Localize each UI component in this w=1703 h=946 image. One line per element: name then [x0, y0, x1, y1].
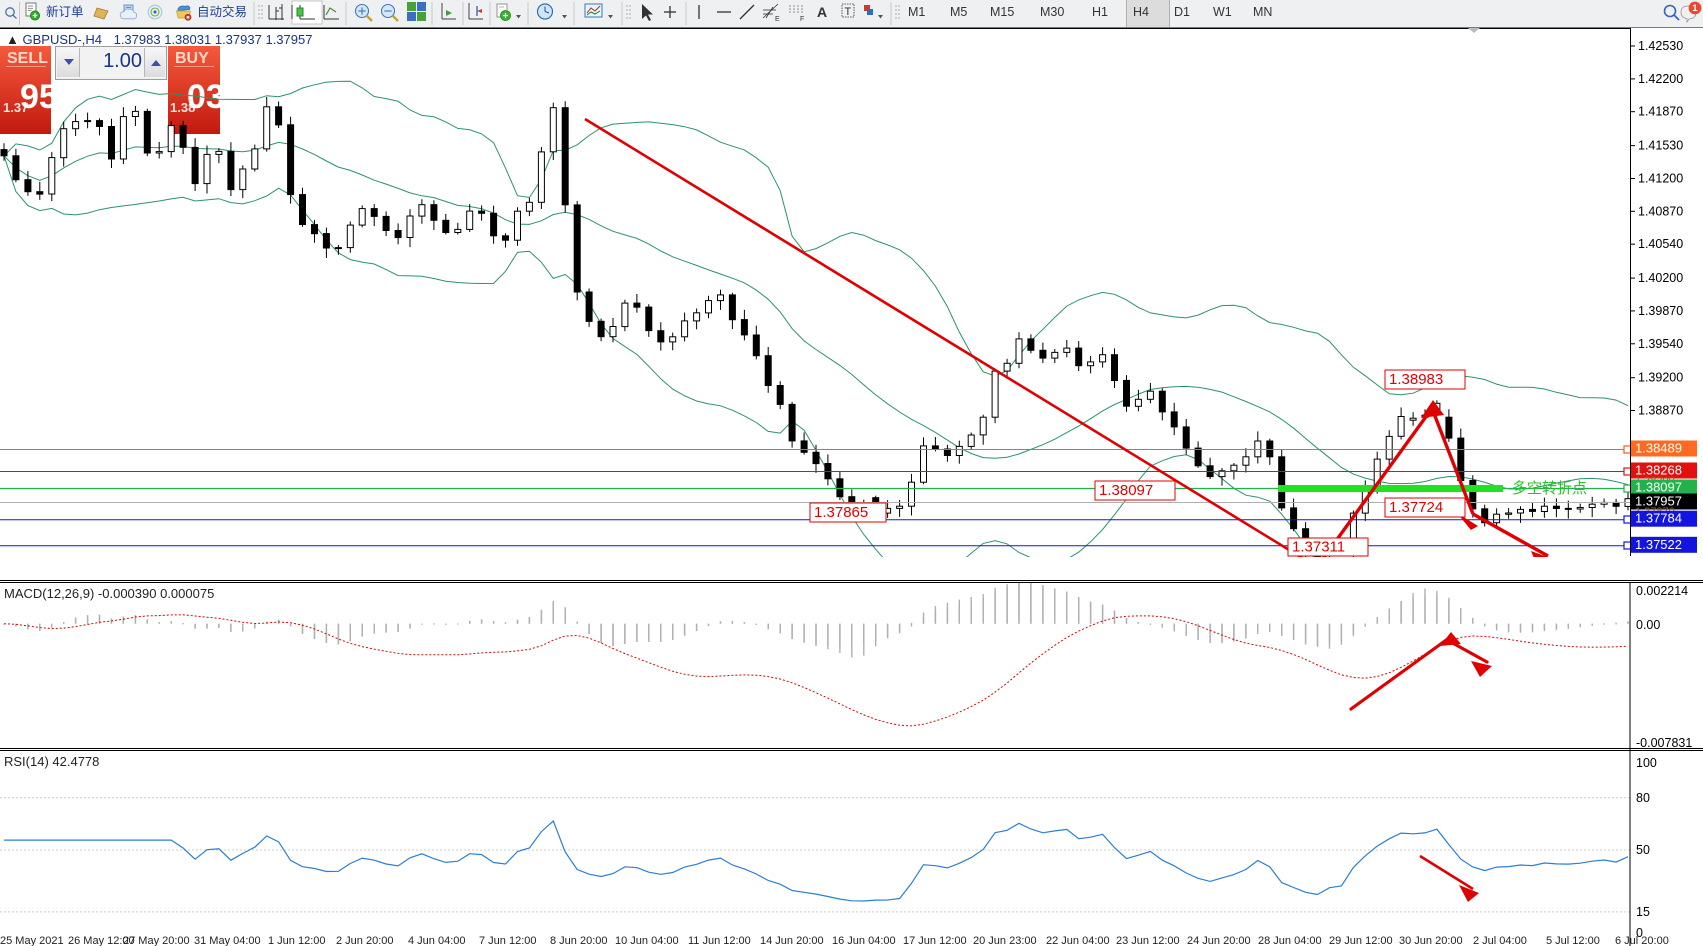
svg-text:1.38097: 1.38097 [1099, 482, 1153, 499]
svg-text:1.38489: 1.38489 [1635, 441, 1682, 456]
svg-text:80: 80 [1636, 791, 1650, 805]
svg-text:22 Jun 04:00: 22 Jun 04:00 [1046, 935, 1110, 946]
svg-text:F: F [800, 16, 804, 23]
svg-text:30 Jun 20:00: 30 Jun 20:00 [1399, 935, 1463, 946]
svg-text:50: 50 [1636, 843, 1650, 857]
svg-text:10 Jun 04:00: 10 Jun 04:00 [615, 935, 679, 946]
svg-text:2 Jun 20:00: 2 Jun 20:00 [336, 935, 394, 946]
svg-text:27 May 20:00: 27 May 20:00 [123, 935, 190, 946]
svg-text:自动交易: 自动交易 [197, 4, 247, 19]
svg-text:A: A [817, 4, 827, 20]
svg-text:17 Jun 12:00: 17 Jun 12:00 [903, 935, 967, 946]
svg-text:1.41200: 1.41200 [1638, 172, 1683, 186]
svg-text:1: 1 [1692, 3, 1698, 14]
svg-text:1.42200: 1.42200 [1638, 72, 1683, 86]
svg-text:新订单: 新订单 [46, 4, 84, 19]
svg-text:1.38983: 1.38983 [1389, 371, 1443, 388]
svg-text:0.002214: 0.002214 [1636, 584, 1688, 598]
svg-text:1.41530: 1.41530 [1638, 139, 1683, 153]
svg-text:1.38097: 1.38097 [1635, 480, 1682, 495]
svg-text:1 Jun 12:00: 1 Jun 12:00 [268, 935, 326, 946]
svg-text:14 Jun 20:00: 14 Jun 20:00 [760, 935, 824, 946]
svg-text:1.40200: 1.40200 [1638, 271, 1683, 285]
svg-text:8 Jun 20:00: 8 Jun 20:00 [550, 935, 608, 946]
svg-text:29 Jun 12:00: 29 Jun 12:00 [1329, 935, 1393, 946]
svg-text:1.41870: 1.41870 [1638, 105, 1683, 119]
svg-text:1.39870: 1.39870 [1638, 304, 1683, 318]
svg-text:100: 100 [1636, 756, 1657, 770]
svg-text:23 Jun 12:00: 23 Jun 12:00 [1116, 935, 1180, 946]
svg-text:25 May 2021: 25 May 2021 [0, 935, 64, 946]
svg-text:多空转折点: 多空转折点 [1512, 480, 1587, 497]
svg-text:T: T [845, 6, 852, 18]
svg-text:16 Jun 04:00: 16 Jun 04:00 [832, 935, 896, 946]
svg-text:6 Jul 20:00: 6 Jul 20:00 [1615, 935, 1669, 946]
svg-text:20 Jun 23:00: 20 Jun 23:00 [973, 935, 1037, 946]
svg-text:1.37522: 1.37522 [1635, 537, 1682, 552]
svg-text:1.37724: 1.37724 [1389, 499, 1443, 516]
svg-text:15: 15 [1636, 905, 1650, 919]
svg-text:5 Jul 12:00: 5 Jul 12:00 [1546, 935, 1600, 946]
svg-text:1.39540: 1.39540 [1638, 337, 1683, 351]
svg-text:2 Jul 04:00: 2 Jul 04:00 [1473, 935, 1527, 946]
svg-text:1.37865: 1.37865 [814, 504, 868, 521]
svg-text:7 Jun 12:00: 7 Jun 12:00 [479, 935, 537, 946]
svg-text:1.40870: 1.40870 [1638, 204, 1683, 218]
svg-text:0.00: 0.00 [1636, 618, 1660, 632]
svg-text:1.40540: 1.40540 [1638, 237, 1683, 251]
svg-text:E: E [775, 16, 780, 23]
svg-text:1.39200: 1.39200 [1638, 371, 1683, 385]
svg-text:31 May 04:00: 31 May 04:00 [194, 935, 261, 946]
svg-text:1.42530: 1.42530 [1638, 39, 1683, 53]
svg-text:4 Jun 04:00: 4 Jun 04:00 [408, 935, 466, 946]
svg-text:1.37311: 1.37311 [1292, 539, 1345, 556]
svg-text:28 Jun 04:00: 28 Jun 04:00 [1258, 935, 1322, 946]
svg-text:11 Jun 12:00: 11 Jun 12:00 [688, 935, 751, 946]
svg-text:1.38870: 1.38870 [1638, 404, 1683, 418]
svg-text:24 Jun 20:00: 24 Jun 20:00 [1187, 935, 1251, 946]
svg-text:1.37784: 1.37784 [1635, 511, 1682, 526]
